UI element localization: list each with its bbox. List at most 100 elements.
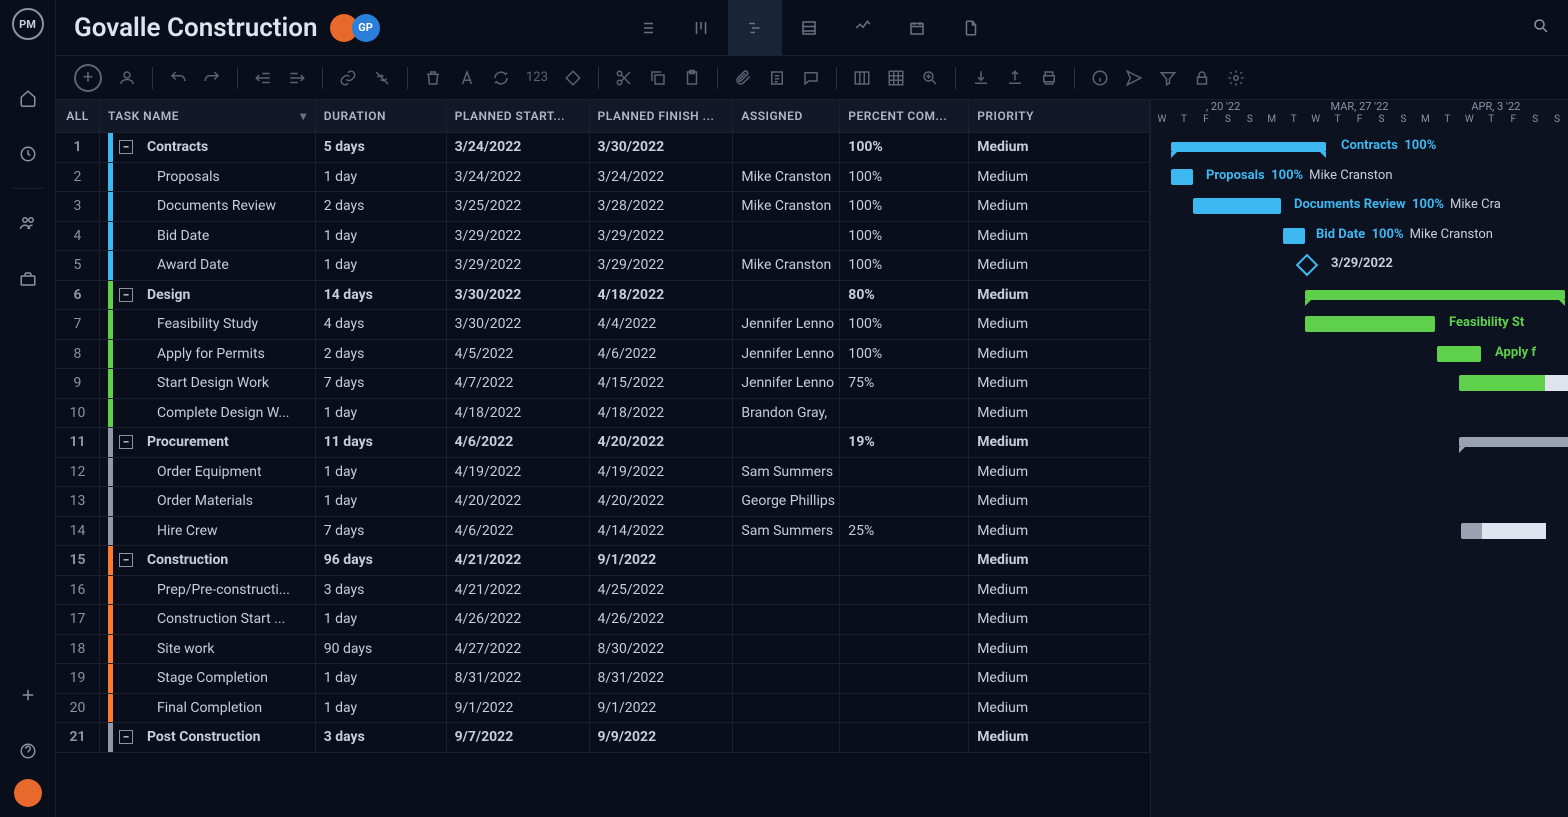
priority-cell[interactable]: Medium <box>969 664 1150 693</box>
cut-icon[interactable] <box>615 69 633 87</box>
task-name-cell[interactable]: Award Date <box>100 251 316 280</box>
priority-cell[interactable]: Medium <box>969 222 1150 251</box>
duration-cell[interactable]: 96 days <box>316 546 447 575</box>
assigned-cell[interactable]: Jennifer Lenno <box>733 310 840 339</box>
percent-cell[interactable] <box>840 723 969 752</box>
gantt-view-icon[interactable] <box>728 0 782 56</box>
copy-icon[interactable] <box>649 69 667 87</box>
gantt-bar[interactable] <box>1193 198 1281 214</box>
assign-icon[interactable] <box>118 69 136 87</box>
start-cell[interactable]: 9/7/2022 <box>447 723 590 752</box>
percent-cell[interactable]: 100% <box>840 133 969 162</box>
gantt-row[interactable] <box>1151 369 1568 399</box>
task-row[interactable]: 8Apply for Permits2 days4/5/20224/6/2022… <box>56 340 1150 370</box>
chart-view-icon[interactable] <box>836 0 890 56</box>
delete-icon[interactable] <box>424 69 442 87</box>
percent-cell[interactable]: 80% <box>840 281 969 310</box>
gantt-row[interactable]: 3/29/2022 <box>1151 251 1568 281</box>
percent-cell[interactable]: 100% <box>840 310 969 339</box>
percent-cell[interactable]: 100% <box>840 251 969 280</box>
percent-cell[interactable]: 100% <box>840 163 969 192</box>
priority-cell[interactable]: Medium <box>969 192 1150 221</box>
task-row[interactable]: 12Order Equipment1 day4/19/20224/19/2022… <box>56 458 1150 488</box>
duration-cell[interactable]: 7 days <box>316 369 447 398</box>
finish-cell[interactable]: 3/29/2022 <box>590 251 734 280</box>
col-task[interactable]: TASK NAME▾ <box>100 100 316 133</box>
outdent-icon[interactable] <box>254 69 272 87</box>
avatar-2[interactable]: GP <box>352 14 380 42</box>
link-icon[interactable] <box>339 69 357 87</box>
task-name-cell[interactable]: Order Materials <box>100 487 316 516</box>
duration-cell[interactable]: 5 days <box>316 133 447 162</box>
search-icon[interactable] <box>1532 17 1550 39</box>
task-row[interactable]: 13Order Materials1 day4/20/20224/20/2022… <box>56 487 1150 517</box>
gantt-row[interactable] <box>1151 546 1568 576</box>
task-row[interactable]: 4Bid Date1 day3/29/20223/29/2022100%Medi… <box>56 222 1150 252</box>
task-row[interactable]: 1−Contracts5 days3/24/20223/30/2022100%M… <box>56 133 1150 163</box>
finish-cell[interactable]: 4/26/2022 <box>590 605 734 634</box>
finish-cell[interactable]: 8/30/2022 <box>590 635 734 664</box>
gantt-row[interactable]: Documents Review 100%Mike Cra <box>1151 192 1568 222</box>
percent-cell[interactable] <box>840 399 969 428</box>
assigned-cell[interactable]: Mike Cranston <box>733 163 840 192</box>
duration-cell[interactable]: 14 days <box>316 281 447 310</box>
assigned-cell[interactable] <box>733 694 840 723</box>
grid-icon[interactable] <box>887 69 905 87</box>
percent-cell[interactable] <box>840 576 969 605</box>
task-name-cell[interactable]: Documents Review <box>100 192 316 221</box>
assigned-cell[interactable] <box>733 428 840 457</box>
finish-cell[interactable]: 9/9/2022 <box>590 723 734 752</box>
duration-cell[interactable]: 3 days <box>316 576 447 605</box>
gantt-row[interactable] <box>1151 458 1568 488</box>
percent-cell[interactable]: 100% <box>840 340 969 369</box>
assigned-cell[interactable] <box>733 546 840 575</box>
task-name-cell[interactable]: Proposals <box>100 163 316 192</box>
percent-cell[interactable]: 100% <box>840 192 969 221</box>
start-cell[interactable]: 3/24/2022 <box>447 163 590 192</box>
assigned-cell[interactable]: Mike Cranston <box>733 192 840 221</box>
task-name-cell[interactable]: Site work <box>100 635 316 664</box>
duration-cell[interactable]: 3 days <box>316 723 447 752</box>
task-name-cell[interactable]: Final Completion <box>100 694 316 723</box>
task-name-cell[interactable]: −Design <box>100 281 316 310</box>
gantt-row[interactable] <box>1151 605 1568 635</box>
clock-icon[interactable] <box>16 142 40 166</box>
assigned-cell[interactable] <box>733 133 840 162</box>
export-icon[interactable] <box>1006 69 1024 87</box>
gantt-bar[interactable] <box>1459 437 1568 447</box>
task-row[interactable]: 6−Design14 days3/30/20224/18/202280%Medi… <box>56 281 1150 311</box>
duration-cell[interactable]: 4 days <box>316 310 447 339</box>
team-icon[interactable] <box>16 211 40 235</box>
start-cell[interactable]: 3/24/2022 <box>447 133 590 162</box>
expand-toggle[interactable]: − <box>119 435 133 449</box>
start-cell[interactable]: 4/21/2022 <box>447 576 590 605</box>
task-name-cell[interactable]: Hire Crew <box>100 517 316 546</box>
finish-cell[interactable]: 3/28/2022 <box>590 192 734 221</box>
task-row[interactable]: 18Site work90 days4/27/20228/30/2022Medi… <box>56 635 1150 665</box>
assigned-cell[interactable]: Sam Summers <box>733 458 840 487</box>
task-name-cell[interactable]: −Post Construction <box>100 723 316 752</box>
print-icon[interactable] <box>1040 69 1058 87</box>
percent-cell[interactable] <box>840 458 969 487</box>
priority-cell[interactable]: Medium <box>969 310 1150 339</box>
task-row[interactable]: 20Final Completion1 day9/1/20229/1/2022M… <box>56 694 1150 724</box>
finish-cell[interactable]: 3/24/2022 <box>590 163 734 192</box>
gantt-row[interactable]: Feasibility St <box>1151 310 1568 340</box>
finish-cell[interactable]: 4/25/2022 <box>590 576 734 605</box>
duration-cell[interactable]: 2 days <box>316 340 447 369</box>
briefcase-icon[interactable] <box>16 267 40 291</box>
task-row[interactable]: 10Complete Design W...1 day4/18/20224/18… <box>56 399 1150 429</box>
start-cell[interactable]: 4/18/2022 <box>447 399 590 428</box>
task-row[interactable]: 14Hire Crew7 days4/6/20224/14/2022Sam Su… <box>56 517 1150 547</box>
gantt-bar[interactable] <box>1283 228 1305 244</box>
start-cell[interactable]: 9/1/2022 <box>447 694 590 723</box>
task-name-cell[interactable]: Start Design Work <box>100 369 316 398</box>
percent-cell[interactable] <box>840 546 969 575</box>
expand-toggle[interactable]: − <box>119 140 133 154</box>
start-cell[interactable]: 3/30/2022 <box>447 281 590 310</box>
sheet-view-icon[interactable] <box>782 0 836 56</box>
col-finish[interactable]: PLANNED FINISH ... <box>590 100 734 133</box>
priority-cell[interactable]: Medium <box>969 281 1150 310</box>
percent-cell[interactable] <box>840 664 969 693</box>
priority-cell[interactable]: Medium <box>969 428 1150 457</box>
